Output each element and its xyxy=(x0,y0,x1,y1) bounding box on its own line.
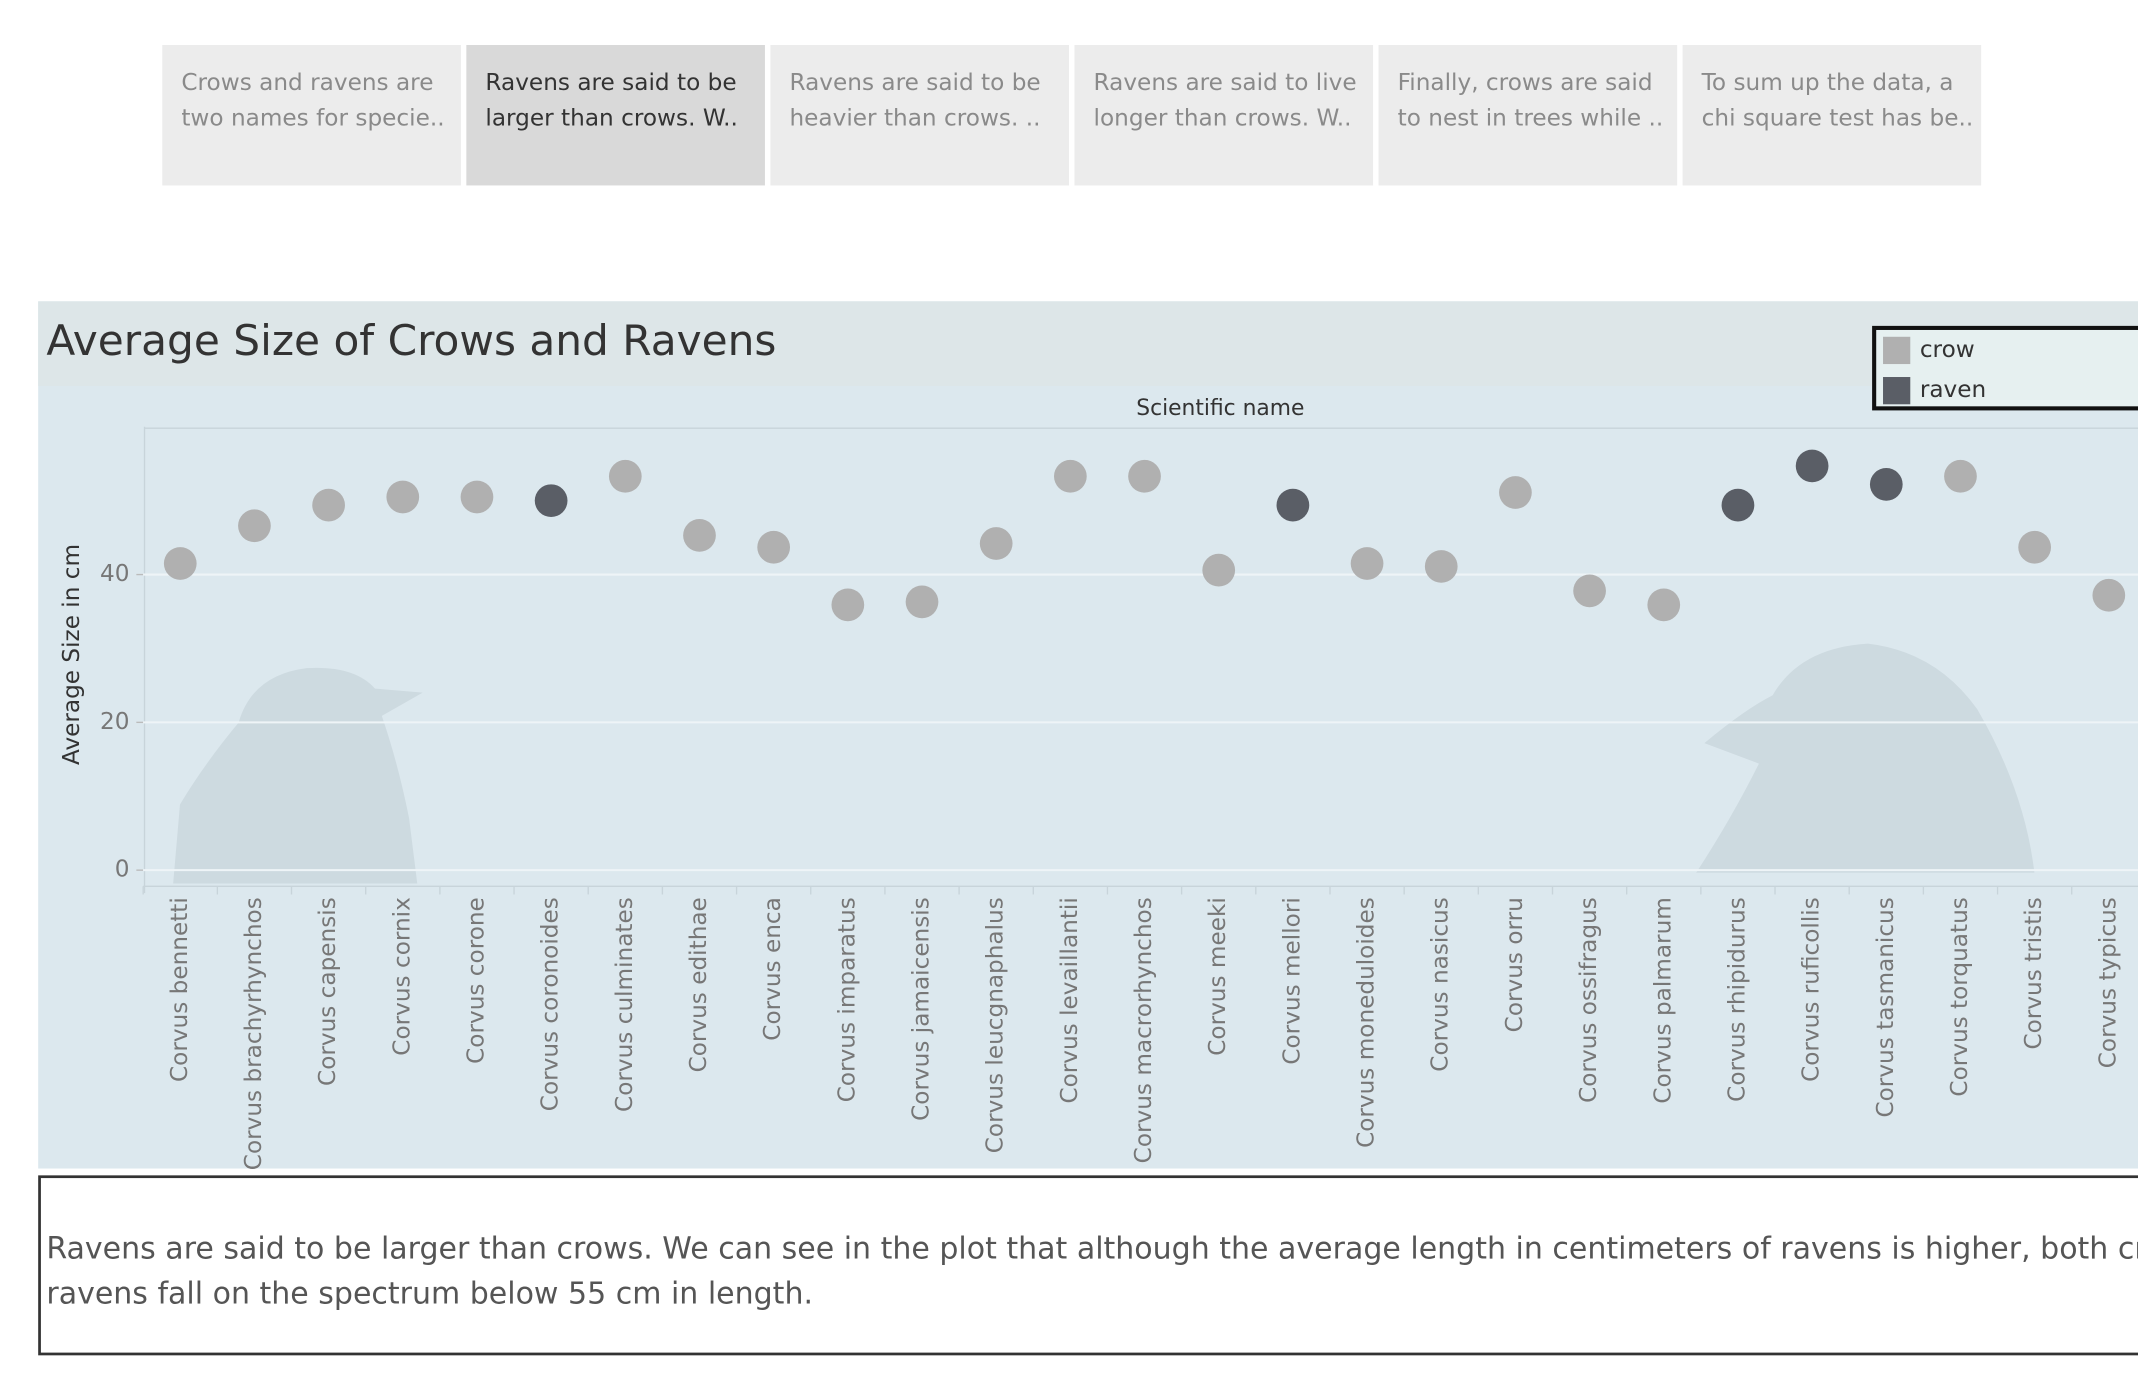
dot xyxy=(1350,547,1384,580)
tab-text: larger than crows. W.. xyxy=(485,104,738,133)
x-tick-label: Corvus capensis xyxy=(314,897,341,1086)
dot xyxy=(1573,574,1606,608)
dot xyxy=(905,585,939,619)
story-tab[interactable]: Ravens are said to be heavier than crows.… xyxy=(770,44,1069,186)
y-tick-label: 0 xyxy=(115,856,130,883)
tab-text: To sum up the data, a xyxy=(1701,69,1954,97)
x-tick-label: Corvus orru xyxy=(1501,897,1528,1032)
legend-label: raven xyxy=(1920,376,1986,403)
dot xyxy=(1721,488,1755,522)
dot xyxy=(831,588,865,622)
tab-text: Crows and ravens are xyxy=(181,69,434,97)
tab-text: chi square test has be.. xyxy=(1701,104,1974,133)
x-tick-label: Corvus culminates xyxy=(611,897,638,1112)
x-tick-label: Corvus brachyrhynchos xyxy=(240,897,267,1170)
column-header: Scientific name xyxy=(1136,396,1304,421)
x-tick-label: Corvus leucgnaphalus xyxy=(982,897,1009,1153)
y-axis-title: Average Size in cm xyxy=(58,544,85,765)
legend-swatch xyxy=(1883,377,1911,405)
x-tick-label: Corvus rhipidurus xyxy=(1723,897,1750,1102)
x-tick-label: Corvus typicus xyxy=(2094,897,2121,1068)
dot xyxy=(683,519,716,552)
y-tick-label: 20 xyxy=(100,708,129,735)
story-tab[interactable]: Ravens are said to be larger than crows. … xyxy=(466,44,765,186)
legend-swatch xyxy=(1883,336,1911,365)
dot xyxy=(163,547,197,580)
dot xyxy=(1128,459,1161,493)
x-tick-label: Corvus macrorhynchos xyxy=(1130,897,1157,1163)
dot xyxy=(608,459,642,493)
legend-box xyxy=(1872,325,2138,411)
x-tick-label: Corvus moneduloides xyxy=(1353,897,1380,1148)
dot xyxy=(1869,468,1903,501)
caption-text: Ravens are said to be larger than crows.… xyxy=(46,1232,2138,1267)
x-tick-label: Corvus edithae xyxy=(685,897,712,1072)
x-tick-label: Corvus levaillantii xyxy=(1056,897,1083,1103)
dot xyxy=(979,527,1013,560)
tab-text: Ravens are said to live xyxy=(1093,69,1357,97)
legend-label: crow xyxy=(1920,336,1975,363)
raven-image xyxy=(1696,643,2035,873)
x-tick-label: Corvus mellori xyxy=(1278,897,1305,1064)
dot xyxy=(2018,530,2052,564)
tab-text: two names for specie.. xyxy=(181,104,445,133)
tab-text: to nest in trees while .. xyxy=(1397,104,1664,133)
x-tick-label: Corvus enca xyxy=(759,897,786,1041)
tab-text: heavier than crows. .. xyxy=(789,104,1041,133)
x-tick-label: Corvus bennetti xyxy=(166,897,193,1082)
title-band xyxy=(38,301,2138,386)
chart: Average Size of Crows and Ravens Scienti… xyxy=(38,301,2138,1170)
story-tab[interactable]: Ravens are said to live longer than crows… xyxy=(1074,44,1374,186)
x-tick-label: Corvus corone xyxy=(462,897,489,1064)
dot xyxy=(2092,578,2126,612)
dot xyxy=(1202,553,1236,587)
dot xyxy=(1499,476,1532,509)
dot xyxy=(460,480,494,514)
dot xyxy=(534,484,568,518)
caption: Ravens are said to be larger than crows.… xyxy=(38,1175,2138,1356)
dot xyxy=(386,480,420,514)
x-tick-label: Corvus torquatus xyxy=(1946,897,1973,1096)
dot xyxy=(1944,459,1977,493)
x-tick-label: Corvus tristis xyxy=(2020,897,2047,1049)
y-tick-label: 40 xyxy=(100,560,129,587)
story-tab[interactable]: To sum up the data, a chi square test has… xyxy=(1682,44,1982,186)
tab-text: longer than crows. W.. xyxy=(1093,104,1352,133)
x-tick-label: Corvus palmarum xyxy=(1649,897,1676,1103)
dot xyxy=(1795,449,1829,483)
x-tick-label: Corvus meeki xyxy=(1204,897,1231,1056)
tab-text: Finally, crows are said xyxy=(1397,69,1653,97)
x-tick-label: Corvus ruficollis xyxy=(1798,897,1825,1082)
tab-text: Ravens are said to be xyxy=(485,69,737,97)
story-tab[interactable]: Crows and ravens are two names for specie… xyxy=(162,44,461,186)
x-tick-label: Corvus ossifragus xyxy=(1575,897,1602,1103)
legend: crow raven xyxy=(1872,325,2138,411)
story-tab[interactable]: Finally, crows are said to nest in trees … xyxy=(1378,44,1678,186)
tab-text: Ravens are said to be xyxy=(789,69,1041,97)
chart-title: Average Size of Crows and Ravens xyxy=(46,316,776,365)
x-tick-label: Corvus imparatus xyxy=(833,897,860,1102)
caption-text: ravens fall on the spectrum below 55 cm … xyxy=(46,1277,813,1312)
dot xyxy=(1276,488,1310,522)
dot xyxy=(312,488,345,522)
x-tick-label: Corvus cornix xyxy=(388,897,415,1056)
dot xyxy=(757,530,791,564)
dot xyxy=(1424,550,1458,583)
x-tick-label: Corvus nasicus xyxy=(1427,897,1454,1072)
x-tick-label: Corvus coronoides xyxy=(537,897,564,1111)
dot xyxy=(238,509,271,543)
dot xyxy=(1054,459,1087,493)
x-tick-label: Corvus jamaicensis xyxy=(908,897,935,1121)
dot xyxy=(1647,588,1681,622)
x-tick-label: Corvus tasmanicus xyxy=(1872,897,1899,1117)
